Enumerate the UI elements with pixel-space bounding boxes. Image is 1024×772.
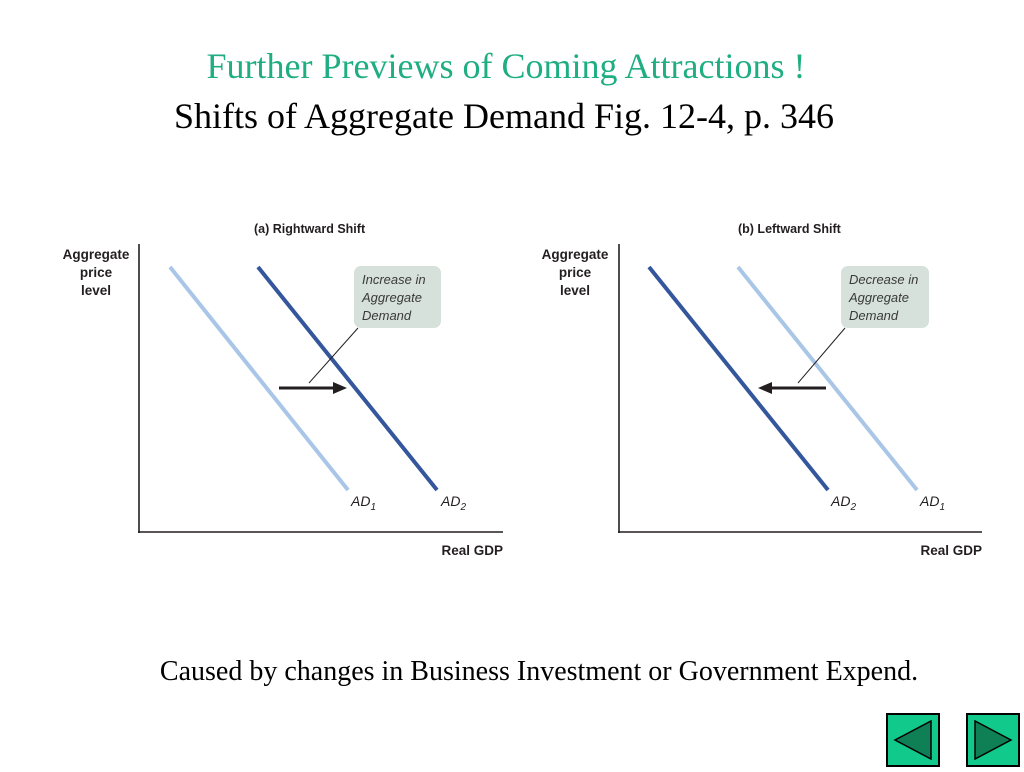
annotation-box: [354, 266, 441, 328]
right-triangle-icon: [966, 713, 1020, 767]
curve-label: AD1: [919, 493, 945, 513]
y-axis-label-line: Aggregate: [63, 247, 130, 262]
left-triangle-icon: [886, 713, 940, 767]
annotation-text: Aggregate: [848, 290, 909, 305]
y-axis-label-line: price: [559, 265, 592, 280]
next-slide-button[interactable]: [966, 713, 1020, 767]
panel-rightward-shift: (a) Rightward Shift Aggregate price leve…: [63, 222, 503, 558]
annotation-text: Increase in: [362, 272, 426, 287]
ad2-curve: [256, 265, 439, 492]
ad1-curve: [736, 265, 919, 492]
panel-title: (a) Rightward Shift: [254, 222, 366, 236]
slide-subtitle: Shifts of Aggregate Demand Fig. 12-4, p.…: [174, 96, 834, 136]
x-axis-label: Real GDP: [920, 543, 982, 558]
previous-slide-button[interactable]: [886, 713, 940, 767]
curve-label: AD2: [440, 493, 466, 513]
curve-label: AD2: [830, 493, 856, 513]
annotation-text: Demand: [849, 308, 899, 323]
slide-title: Further Previews of Coming Attractions !: [206, 46, 806, 86]
panel-title: (b) Leftward Shift: [738, 222, 842, 236]
right-arrow-icon: [333, 382, 347, 394]
y-axis-label-line: level: [560, 283, 590, 298]
annotation-text: Demand: [362, 308, 412, 323]
curve-label: AD1: [350, 493, 376, 513]
annotation-leader-line: [308, 327, 359, 384]
left-arrow-icon: [758, 382, 772, 394]
slide-caption: Caused by changes in Business Investment…: [159, 656, 919, 687]
annotation-text: Aggregate: [361, 290, 422, 305]
annotation-text: Decrease in: [849, 272, 918, 287]
panel-leftward-shift: (b) Leftward Shift Aggregate price level…: [542, 222, 982, 558]
ad1-curve: [168, 265, 350, 492]
y-axis-label-line: Aggregate: [542, 247, 609, 262]
y-axis-label-line: level: [81, 283, 111, 298]
annotation-leader-line: [797, 327, 846, 384]
y-axis-label-line: price: [80, 265, 113, 280]
x-axis-label: Real GDP: [441, 543, 503, 558]
annotation-box: [841, 266, 929, 328]
ad2-curve: [647, 265, 830, 492]
